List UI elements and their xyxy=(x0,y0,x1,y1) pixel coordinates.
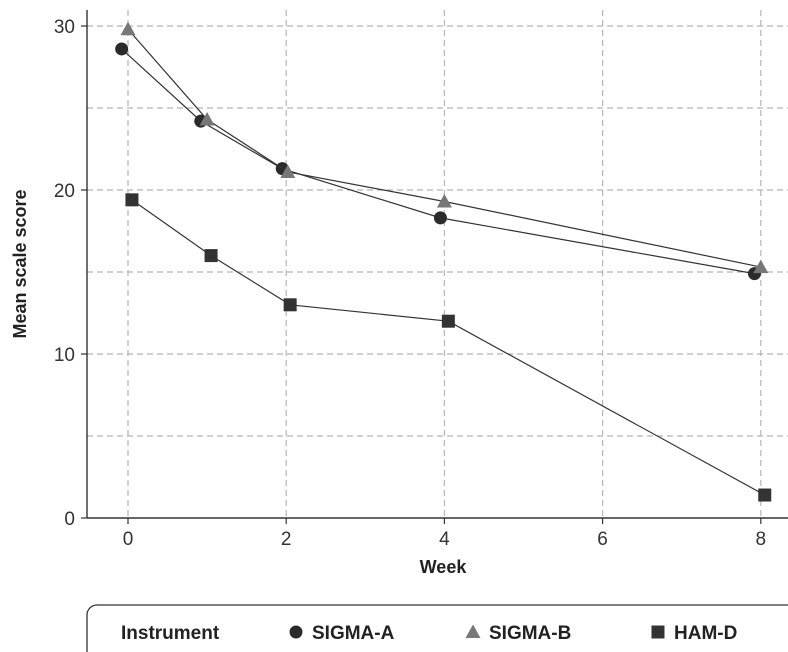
series-sigma-b xyxy=(120,21,769,274)
series-line-sigma-a xyxy=(121,48,755,275)
series-line-ham-d xyxy=(131,199,766,496)
legend-marker-sigma-a xyxy=(289,625,303,639)
x-axis-title: Week xyxy=(420,557,468,577)
y-tick-label: 0 xyxy=(64,509,75,530)
y-tick-label: 30 xyxy=(54,17,75,38)
legend-item-ham-d: HAM-D xyxy=(651,623,737,644)
x-tick-label: 4 xyxy=(439,529,450,550)
legend-marker-sigma-b xyxy=(465,624,481,638)
legend-box xyxy=(86,604,788,652)
legend-title: Instrument xyxy=(121,623,220,644)
data-point-ham-d xyxy=(125,193,139,207)
legend-label-ham-d: HAM-D xyxy=(674,623,737,644)
data-point-ham-d xyxy=(283,298,297,312)
data-point-sigma-b xyxy=(753,259,769,274)
data-point-sigma-b xyxy=(120,21,136,36)
y-tick-label: 10 xyxy=(54,345,75,366)
data-point-ham-d xyxy=(204,249,218,263)
series-ham-d xyxy=(125,193,772,502)
legend-marker-ham-d xyxy=(651,625,665,639)
data-point-sigma-a xyxy=(115,42,129,56)
x-tick-label: 6 xyxy=(597,529,608,550)
legend-item-sigma-b: SIGMA-B xyxy=(465,623,571,644)
data-point-ham-d xyxy=(758,488,772,502)
grid-lines xyxy=(87,10,788,518)
data-point-sigma-b xyxy=(280,164,296,178)
legend-items: SIGMA-A SIGMA-B HAM-D xyxy=(289,623,737,644)
data-point-sigma-b xyxy=(436,193,452,208)
tick-labels: 0 2 4 6 8 0 10 20 30 xyxy=(54,17,766,550)
legend-item-sigma-a: SIGMA-A xyxy=(289,623,395,644)
data-point-sigma-a xyxy=(433,211,447,225)
legend-label-sigma-a: SIGMA-A xyxy=(312,623,395,644)
legend: Instrument SIGMA-A SIGMA-B HAM-D xyxy=(86,604,788,652)
x-tick-label: 0 xyxy=(123,529,134,550)
data-point-sigma-b xyxy=(199,111,215,126)
data-point-ham-d xyxy=(441,314,455,328)
axes xyxy=(81,10,788,524)
x-tick-label: 8 xyxy=(756,529,767,550)
x-tick-label: 2 xyxy=(281,529,292,550)
y-axis-title: Mean scale score xyxy=(10,189,30,338)
series-sigma-a xyxy=(115,42,761,281)
series-group xyxy=(115,21,772,502)
legend-label-sigma-b: SIGMA-B xyxy=(489,623,571,644)
y-tick-label: 20 xyxy=(54,181,75,202)
